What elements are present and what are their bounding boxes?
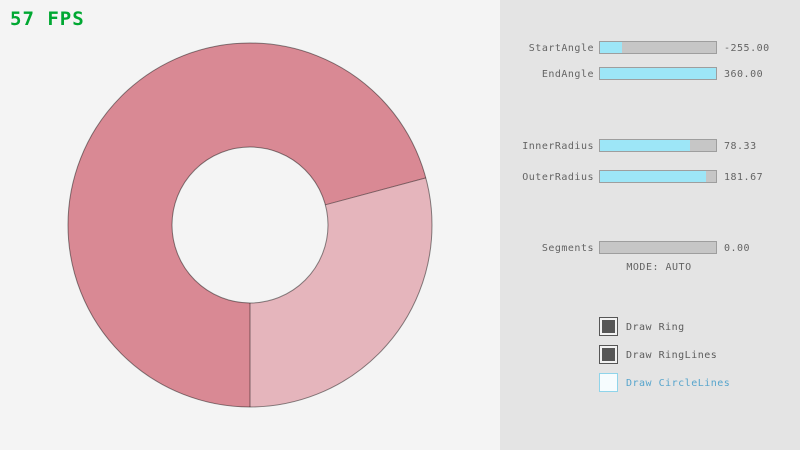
endangle-label: EndAngle — [541, 69, 594, 80]
innerradius-value: 78.33 — [724, 141, 757, 152]
segments-slider[interactable] — [599, 241, 717, 254]
checkbox-row-draw-circlelines: Draw CircleLines — [599, 373, 799, 393]
fps-counter: 57 FPS — [10, 8, 85, 30]
innerradius-slider[interactable] — [599, 139, 717, 152]
checkbox-row-draw-ringlines: Draw RingLines — [599, 345, 799, 365]
draw-circlelines-label: Draw CircleLines — [626, 378, 731, 389]
endangle-value: 360.00 — [724, 69, 764, 80]
ring-chart — [67, 42, 433, 408]
ring-segment-line — [325, 177, 426, 206]
segments-value: 0.00 — [724, 243, 751, 254]
slider-fill — [600, 171, 706, 182]
slider-row-endangle: EndAngle 360.00 — [500, 67, 800, 81]
startangle-label: StartAngle — [528, 43, 594, 54]
draw-ringlines-checkbox[interactable] — [599, 345, 618, 364]
startangle-value: -255.00 — [724, 43, 770, 54]
ring-sector-single — [250, 177, 433, 408]
draw-circlelines-checkbox[interactable] — [599, 373, 618, 392]
segments-label: Segments — [541, 243, 594, 254]
slider-row-segments: Segments 0.00 — [500, 241, 800, 255]
slider-row-outerradius: OuterRadius 181.67 — [500, 170, 800, 184]
outerradius-label: OuterRadius — [522, 172, 594, 183]
slider-row-innerradius: InnerRadius 78.33 — [500, 139, 800, 153]
startangle-slider[interactable] — [599, 41, 717, 54]
endangle-slider[interactable] — [599, 67, 717, 80]
controls-panel: StartAngle -255.00 EndAngle 360.00 Inner… — [500, 0, 800, 450]
ring-inner-line — [171, 146, 329, 304]
innerradius-label: InnerRadius — [522, 141, 594, 152]
draw-ringlines-label: Draw RingLines — [626, 350, 718, 361]
outerradius-slider[interactable] — [599, 170, 717, 183]
mode-label: MODE: AUTO — [626, 262, 692, 273]
draw-ring-label: Draw Ring — [626, 322, 685, 333]
slider-fill — [600, 68, 716, 79]
ring-sector-overlap — [68, 42, 426, 407]
slider-row-startangle: StartAngle -255.00 — [500, 41, 800, 55]
draw-ring-checkbox[interactable] — [599, 317, 618, 336]
ring-outer-line — [67, 42, 433, 408]
slider-fill — [600, 42, 623, 53]
outerradius-value: 181.67 — [724, 172, 764, 183]
slider-fill — [600, 140, 691, 151]
checkbox-row-draw-ring: Draw Ring — [599, 317, 799, 337]
